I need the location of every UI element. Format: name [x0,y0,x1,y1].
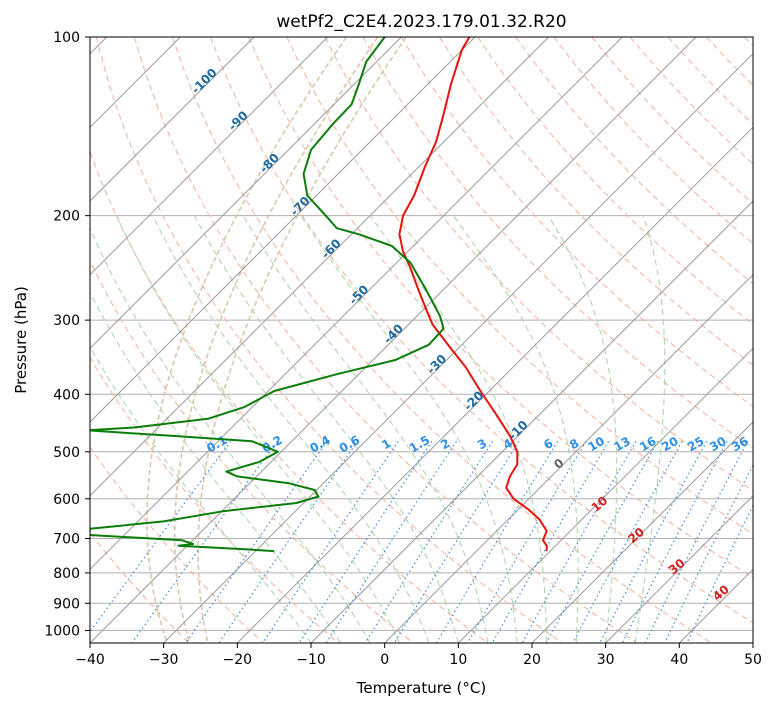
moist-adiabat [369,215,548,643]
mixing-ratio-line [664,463,753,643]
isotherm [236,126,753,643]
mixing-ratio-line [393,440,520,643]
x-tick-label: 40 [670,652,688,668]
x-tick-label: 30 [597,652,615,668]
dry-adiabat [286,37,753,535]
mixing-ratio-line [621,441,728,643]
moist-adiabat [452,215,579,643]
y-tick-label: 1000 [44,623,80,639]
moist-adiabat [634,215,666,643]
tan-dashed-curve [197,37,407,643]
plot-area: -100-90-80-70-60-50-40-30-20-100.1 0.2 0.4… [90,37,753,643]
x-ticks: −40 −30 −20 −10 0 10 20 30 40 50 [75,643,762,668]
dry-adiabat [438,37,753,366]
x-axis-label: Temperature (°C) [356,679,486,697]
mixing-ratio-line [466,440,587,643]
y-tick-label: 900 [53,596,80,612]
isotherm [384,273,753,643]
temperature-line [398,37,548,552]
moist-adiabat [116,215,400,643]
isotherm [90,37,255,202]
dry-adiabat [477,37,753,325]
mixing-ratio-line [262,440,399,643]
isotherm [457,347,753,643]
x-tick-label: 0 [380,652,389,668]
isotherm [605,494,753,643]
y-ticks: 100 200 300 400 500 600 700 800 900 1000 [44,30,90,639]
dry-adiabat [515,37,753,285]
pressure-gridlines [90,37,753,631]
isotherm [90,37,623,571]
mixing-ratio-line [90,440,232,633]
dry-adiabat [248,37,753,579]
mixing-ratio-line [599,441,708,643]
isotherm [310,200,753,643]
y-tick-label: 200 [53,209,80,225]
y-tick-label: 300 [53,313,80,329]
isotherm [90,37,329,276]
tan-dashed-curve [146,37,348,643]
mixing-ratio-line [185,440,328,643]
isotherms [90,37,753,643]
dry-adiabat [90,356,339,643]
mixing-ratio-line [545,440,659,643]
tan-dashed-curves [146,37,407,643]
x-tick-label: −40 [75,652,105,668]
moist-adiabat [152,215,430,643]
y-axis-label: Pressure (hPa) [12,286,30,394]
dry-adiabat [95,37,563,643]
x-tick-label: −20 [223,652,253,668]
y-tick-label: 500 [53,445,80,461]
x-tick-label: −10 [296,652,326,668]
tan-dashed-curve [173,37,379,643]
dry-adiabat [210,37,753,624]
y-tick-label: 600 [53,492,80,508]
mixing-ratio-line [435,440,559,643]
x-tick-label: 10 [449,652,467,668]
moist-adiabat [90,291,341,643]
moist-adiabat [194,215,459,643]
isotherm [90,37,402,350]
mixing-ratio-line [491,440,610,643]
dewpoint-line [90,37,445,553]
moist-adiabat [90,345,312,643]
isotherm [163,52,753,643]
x-tick-label: 20 [523,652,541,668]
plot-frame [89,36,754,644]
mixing-ratio-lines [90,440,753,643]
chart-title: wetPf2_C2E4.2023.179.01.32.R20 [276,12,566,32]
y-tick-label: 700 [53,532,80,548]
isotherm [531,421,753,643]
isotherm [90,37,697,643]
mixing-ratio-line [364,440,494,643]
dry-adiabat [90,446,264,643]
dry-adiabat [324,37,753,492]
isotherm [90,37,476,423]
y-tick-label: 100 [53,30,80,46]
mixing-ratio-line [521,440,637,643]
profile-series [90,37,548,553]
moist-adiabat [547,215,618,643]
dry-adiabat [133,37,638,643]
isotherm [90,37,550,497]
y-tick-label: 400 [53,387,80,403]
y-tick-label: 800 [53,566,80,582]
x-tick-label: 50 [744,652,762,668]
mixing-ratio-line [644,441,749,643]
mixing-ratio-line [298,440,433,643]
x-tick-label: −30 [149,652,179,668]
dry-adiabat [172,37,712,643]
